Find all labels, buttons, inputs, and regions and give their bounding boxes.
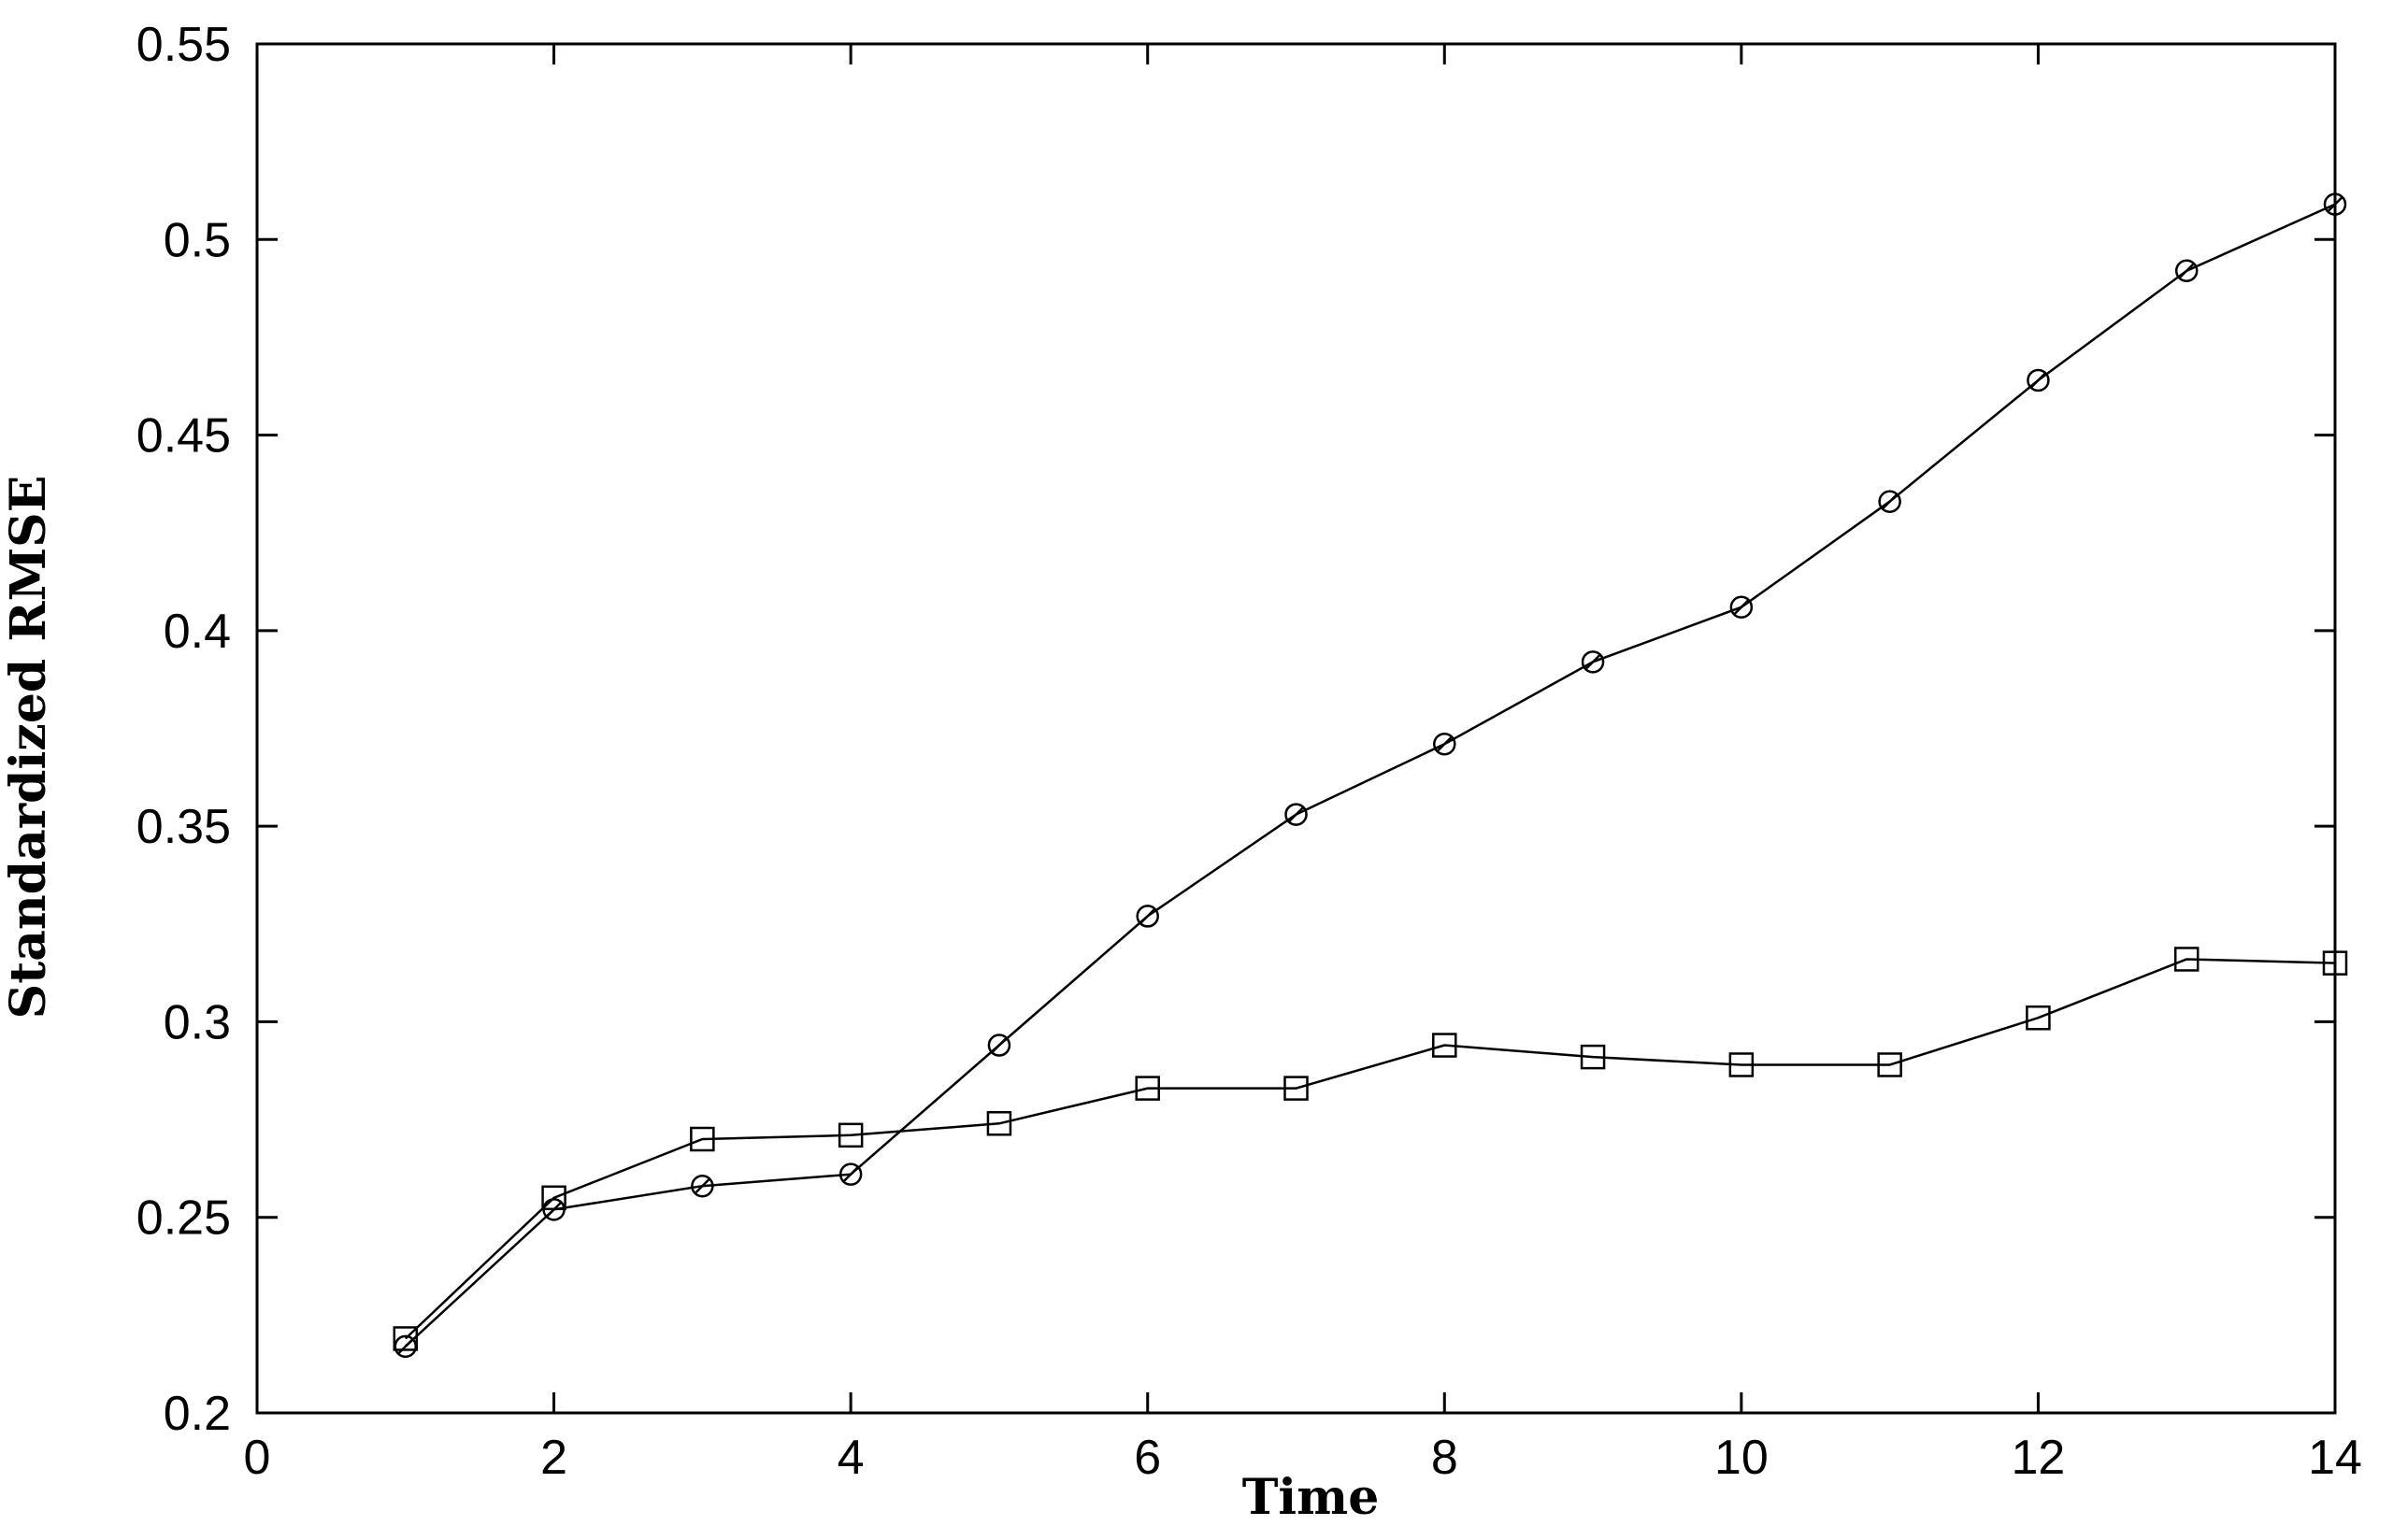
data-point-square xyxy=(838,1122,864,1148)
data-point-circle xyxy=(1433,732,1456,756)
data-point-circle xyxy=(987,1034,1011,1057)
data-point-square xyxy=(1432,1033,1457,1058)
x-tick-label: 2 xyxy=(540,1431,567,1485)
data-point-circle xyxy=(691,1174,714,1198)
data-point-square xyxy=(1877,1052,1902,1077)
data-point-square xyxy=(986,1111,1012,1136)
data-point-square xyxy=(1728,1052,1755,1077)
y-tick-label: 0.4 xyxy=(164,605,231,659)
data-point-circle xyxy=(394,1334,418,1359)
series-line xyxy=(404,958,2336,1340)
y-axis-label: Standardized RMSE xyxy=(0,476,57,1020)
y-tick-label: 0.55 xyxy=(136,18,231,72)
data-point-circle xyxy=(1729,595,1754,619)
x-tick-label: 0 xyxy=(244,1431,271,1485)
data-point-circle xyxy=(2027,368,2050,392)
data-point-square xyxy=(541,1185,566,1211)
x-tick-label: 12 xyxy=(2012,1431,2066,1485)
y-tick-label: 0.35 xyxy=(136,800,231,854)
data-point-square xyxy=(1580,1044,1606,1070)
y-tick-label: 0.2 xyxy=(164,1387,231,1441)
x-tick-label: 10 xyxy=(1714,1431,1769,1485)
x-axis-label: Time xyxy=(1242,1469,1380,1526)
data-point-square xyxy=(690,1126,715,1152)
data-point-circle xyxy=(1581,650,1605,674)
data-point-square xyxy=(393,1326,419,1351)
x-tick-label: 8 xyxy=(1431,1431,1458,1485)
axes: 0 2 4 6 8 10 12 14 0.2 0.25 0.3 0.35 0.4 0.45 0.5 0.55 xyxy=(136,18,2362,1485)
y-tick-label: 0.3 xyxy=(164,995,231,1049)
series-layer xyxy=(393,192,2348,1359)
series-0-circle-slash xyxy=(394,192,2347,1359)
data-point-square xyxy=(1283,1076,1309,1101)
data-point-circle xyxy=(1878,490,1901,513)
x-tick-label: 14 xyxy=(2308,1431,2362,1485)
series-line xyxy=(404,203,2336,1348)
data-point-square xyxy=(1135,1076,1160,1101)
data-point-square xyxy=(2026,1005,2051,1031)
plot-frame xyxy=(255,42,2337,1415)
data-point-circle xyxy=(2323,192,2347,216)
x-tick-label: 4 xyxy=(838,1431,865,1485)
series-1-square xyxy=(393,947,2348,1351)
x-tick-label: 6 xyxy=(1134,1431,1161,1485)
y-tick-label: 0.45 xyxy=(136,409,231,463)
data-point-circle xyxy=(2174,259,2199,283)
y-tick-label: 0.25 xyxy=(136,1191,231,1246)
data-point-square xyxy=(2173,947,2200,972)
data-point-circle xyxy=(1136,905,1159,928)
data-point-circle xyxy=(1284,803,1308,826)
data-point-circle xyxy=(838,1162,863,1186)
y-tick-label: 0.5 xyxy=(164,213,231,267)
data-point-square xyxy=(2322,950,2348,976)
